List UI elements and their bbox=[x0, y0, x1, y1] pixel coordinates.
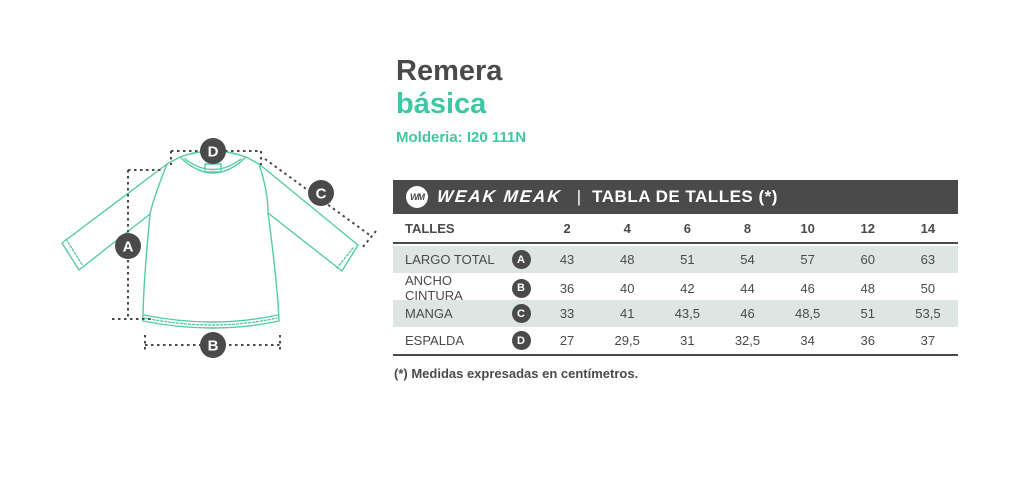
svg-text:A: A bbox=[123, 239, 134, 256]
size-column-header: 6 bbox=[683, 220, 691, 236]
table-row: ANCHO CINTURA B 36 40 42 44 46 48 50 bbox=[393, 273, 958, 303]
measurement-value: 37 bbox=[920, 333, 936, 348]
measurement-value: 63 bbox=[920, 252, 936, 267]
measurement-value: 57 bbox=[800, 252, 815, 267]
talles-header: TALLES bbox=[405, 220, 455, 236]
product-variant: básica bbox=[396, 88, 487, 120]
title-block: Remera básica Molderia: I20 111N bbox=[396, 55, 526, 146]
measurement-value: 51 bbox=[860, 306, 875, 321]
size-column-header: 2 bbox=[563, 220, 571, 236]
measurement-value: 40 bbox=[619, 280, 635, 296]
measurement-value: 36 bbox=[559, 280, 575, 296]
brand-logo-icon: WM bbox=[406, 186, 428, 208]
marker-badge-d: D bbox=[200, 138, 226, 164]
measure-line-d bbox=[170, 150, 262, 165]
row-label: ANCHO CINTURA bbox=[405, 273, 463, 303]
measurement-value: 32,5 bbox=[734, 333, 761, 348]
marker-badge: A bbox=[511, 250, 531, 269]
measurement-value: 48 bbox=[860, 280, 875, 296]
marker-badge-a: A bbox=[115, 233, 141, 259]
measurement-value: 43,5 bbox=[674, 306, 700, 321]
table-body: LARGO TOTAL A 43 48 51 54 57 60 63 ANCHO CINTURA B… bbox=[393, 246, 958, 356]
size-column-header: 8 bbox=[743, 220, 752, 236]
measurement-value: 31 bbox=[680, 333, 695, 348]
size-column-header: 14 bbox=[920, 220, 936, 236]
row-label: LARGO TOTAL bbox=[405, 252, 495, 267]
separator: | bbox=[576, 187, 582, 206]
svg-text:D: D bbox=[208, 144, 219, 161]
molderia-label: Molderia: I20 111N bbox=[396, 129, 527, 146]
product-title: Remera bbox=[396, 55, 503, 87]
measurement-value: 60 bbox=[860, 252, 875, 267]
measurement-value: 48 bbox=[619, 252, 635, 267]
size-column-header: 12 bbox=[860, 220, 875, 236]
table-header-row: TALLES 2 4 6 8 10 12 14 bbox=[393, 214, 958, 244]
marker-badge-c: C bbox=[308, 180, 334, 206]
table-header-bar: WM WEAK MEAK | TABLA DE TALLES (*) bbox=[393, 180, 958, 214]
table-row: ESPALDA D 27 29,5 31 32,5 34 36 37 bbox=[393, 327, 958, 354]
measurement-value: 29,5 bbox=[614, 333, 640, 348]
measurement-value: 46 bbox=[740, 306, 755, 321]
measurement-value: 50 bbox=[920, 280, 936, 296]
svg-text:B: B bbox=[208, 338, 219, 355]
shirt-outline bbox=[61, 150, 359, 329]
measurement-value: 43 bbox=[559, 252, 575, 267]
size-column-header: 4 bbox=[623, 220, 631, 236]
measurement-value: 46 bbox=[800, 280, 815, 296]
measurement-value: 48,5 bbox=[794, 306, 821, 321]
garment-diagram: A B C D bbox=[61, 138, 377, 358]
marker-badge: B bbox=[511, 278, 531, 298]
marker-badge: C bbox=[511, 304, 531, 323]
measurement-value: 51 bbox=[680, 252, 695, 267]
measure-line-c bbox=[264, 158, 377, 249]
svg-text:C: C bbox=[316, 186, 327, 203]
marker-badge-b: B bbox=[200, 332, 226, 358]
size-table: WM WEAK MEAK | TABLA DE TALLES (*) TALLE… bbox=[393, 180, 958, 356]
measurement-value: 34 bbox=[800, 333, 815, 348]
marker-badge: D bbox=[511, 331, 531, 350]
measurement-value: 42 bbox=[680, 280, 695, 296]
measurement-value: 44 bbox=[740, 280, 755, 296]
measurement-value: 53,5 bbox=[915, 306, 941, 321]
table-row: MANGA C 33 41 43,5 46 48,5 51 53,5 bbox=[393, 300, 958, 327]
measurement-value: 36 bbox=[860, 333, 875, 348]
table-row: LARGO TOTAL A 43 48 51 54 57 60 63 bbox=[393, 246, 958, 273]
row-label: MANGA bbox=[405, 306, 453, 321]
measurement-value: 41 bbox=[619, 306, 635, 321]
measurement-value: 27 bbox=[559, 333, 575, 348]
row-label: ESPALDA bbox=[405, 333, 465, 348]
footnote: (*) Medidas expresadas en centímetros. bbox=[394, 366, 639, 381]
size-column-header: 10 bbox=[800, 220, 815, 236]
table-title: TABLA DE TALLES (*) bbox=[592, 187, 778, 206]
measurement-value: 33 bbox=[559, 306, 575, 321]
brand-name: WEAK MEAK bbox=[436, 187, 563, 206]
measurement-value: 54 bbox=[740, 252, 755, 267]
